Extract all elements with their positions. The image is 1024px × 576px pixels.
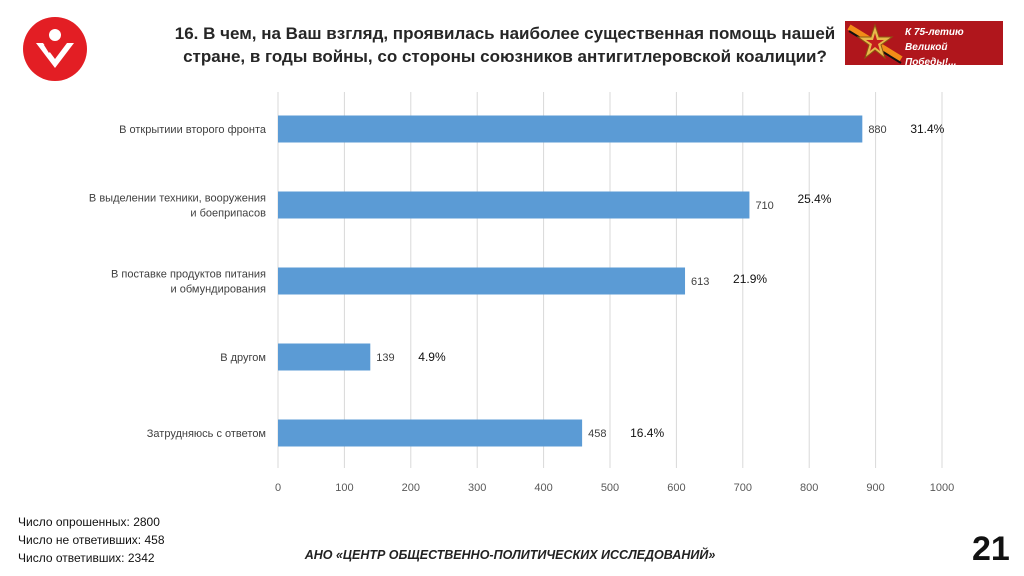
victory-anniversary-badge: К 75-летию Великой Победы!... <box>845 21 1003 65</box>
bar-value-label: 613 <box>691 276 709 288</box>
category-label: и обмундирования <box>171 284 266 296</box>
category-label: Затрудняюсь с ответом <box>147 428 266 440</box>
category-label: В открытиии второго фронта <box>119 124 267 136</box>
title-line-1: 16. В чем, на Ваш взгляд, проявилась наи… <box>174 24 836 43</box>
x-tick-label: 400 <box>534 482 552 494</box>
bar-percent-label: 31.4% <box>910 122 944 136</box>
stat-answered: Число ответивших: 2342 <box>18 551 155 565</box>
bar <box>278 115 863 143</box>
bar <box>278 419 583 447</box>
organization-logo-icon <box>23 17 87 81</box>
bar-percent-label: 21.9% <box>733 272 767 286</box>
category-label: В поставке продуктов питания <box>111 269 266 281</box>
bar-value-label: 880 <box>868 124 886 136</box>
slide-title: 16. В чем, на Ваш взгляд, проявилась наи… <box>160 22 850 68</box>
bar <box>278 267 686 295</box>
bar-percent-label: 25.4% <box>797 192 831 206</box>
x-tick-label: 100 <box>335 482 353 494</box>
x-tick-label: 1000 <box>930 482 954 494</box>
badge-text: К 75-летию Великой Победы!... <box>905 25 1001 65</box>
order-star-icon <box>847 23 903 64</box>
category-label: В другом <box>220 352 266 364</box>
x-tick-label: 300 <box>468 482 486 494</box>
title-line-2: стране, в годы войны, со стороны союзник… <box>183 47 827 66</box>
x-tick-label: 900 <box>866 482 884 494</box>
x-tick-label: 800 <box>800 482 818 494</box>
bar-value-label: 710 <box>755 200 773 212</box>
x-tick-label: 500 <box>601 482 619 494</box>
x-tick-label: 700 <box>734 482 752 494</box>
bar-value-label: 458 <box>588 428 606 440</box>
badge-line-2: Великой Победы!... <box>905 42 957 65</box>
x-tick-label: 200 <box>402 482 420 494</box>
stat-not-answered: Число не ответивших: 458 <box>18 533 165 547</box>
category-label: В выделении техники, вооружения <box>89 193 266 205</box>
footer-organization: АНО «ЦЕНТР ОБЩЕСТВЕННО-ПОЛИТИЧЕСКИХ ИССЛ… <box>304 548 716 562</box>
page-number: 21 <box>972 530 1010 568</box>
bar-chart: 0 100 200 300 400 500 600 700 800 900 1000 880 31.4%… <box>89 92 954 494</box>
x-tick-label: 0 <box>275 482 281 494</box>
bar <box>278 191 750 219</box>
bar <box>278 343 371 371</box>
bar-value-label: 139 <box>376 352 394 364</box>
survey-stats: Число опрошенных: 2800 Число не ответивш… <box>18 513 165 567</box>
category-label: и боеприпасов <box>190 208 266 220</box>
bar-percent-label: 4.9% <box>418 350 446 364</box>
stat-surveyed: Число опрошенных: 2800 <box>18 515 160 529</box>
bar-percent-label: 16.4% <box>630 426 664 440</box>
x-tick-label: 600 <box>667 482 685 494</box>
badge-line-1: К 75-летию <box>905 27 964 38</box>
